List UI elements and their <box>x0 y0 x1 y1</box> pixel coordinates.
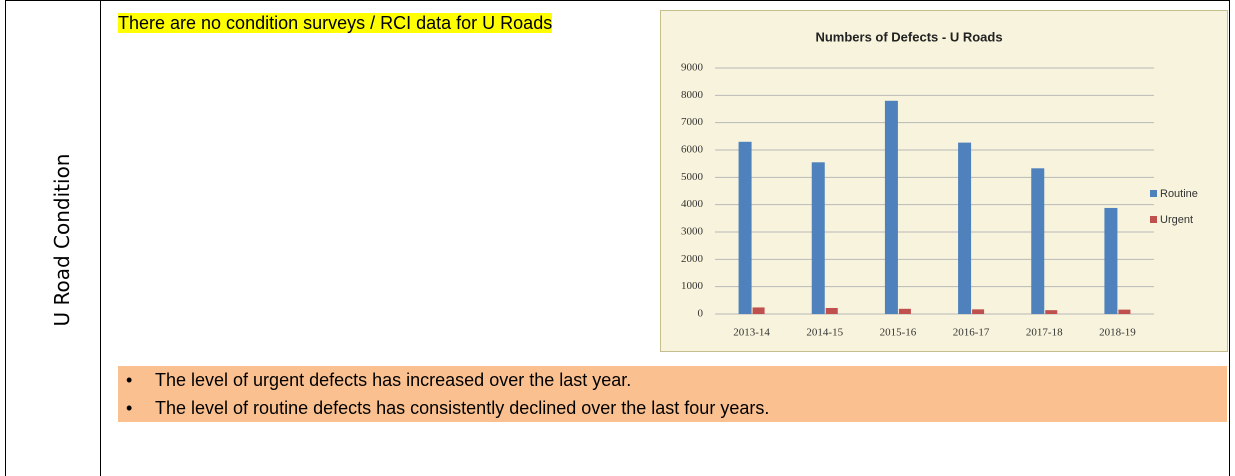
bar <box>811 162 825 314</box>
y-tick-label: 8000 <box>681 89 704 101</box>
note-box: There are no condition surveys / RCI dat… <box>118 12 658 35</box>
y-tick-label: 1000 <box>681 280 704 292</box>
chart-title: Numbers of Defects - U Roads <box>815 29 1002 44</box>
x-tick-label: 2017-18 <box>1026 327 1063 339</box>
legend-swatch <box>1150 190 1157 197</box>
x-tick-label: 2018-19 <box>1099 327 1136 339</box>
bar <box>1045 310 1058 314</box>
y-tick-label: 4000 <box>681 198 704 210</box>
bar <box>898 308 911 314</box>
x-tick-label: 2015-16 <box>880 327 917 339</box>
table-border <box>5 0 6 476</box>
chart-frame <box>660 10 1228 352</box>
bar <box>972 309 985 314</box>
bar <box>825 307 838 314</box>
y-tick-label: 5000 <box>681 171 704 183</box>
y-tick-label: 6000 <box>681 144 704 156</box>
y-tick-label: 3000 <box>681 226 704 238</box>
side-label: U Road Condition <box>50 153 74 327</box>
x-tick-label: 2014-15 <box>806 327 843 339</box>
table-border <box>1229 0 1230 476</box>
bar <box>1118 309 1131 314</box>
bar <box>1104 207 1118 314</box>
bar <box>884 100 898 314</box>
bar <box>958 142 972 314</box>
y-tick-label: 9000 <box>681 62 704 74</box>
legend-label: Routine <box>1160 188 1198 200</box>
x-tick-label: 2013-14 <box>733 327 770 339</box>
bar <box>752 307 765 314</box>
y-tick-label: 2000 <box>681 253 704 265</box>
table-border <box>100 0 101 476</box>
legend-label: Urgent <box>1160 214 1193 226</box>
bullet: The level of urgent defects has increase… <box>118 366 1227 394</box>
bar <box>1031 168 1045 314</box>
bar <box>738 141 752 314</box>
bullet: The level of routine defects has consist… <box>118 394 1227 422</box>
x-tick-label: 2016-17 <box>953 327 990 339</box>
legend-swatch <box>1150 216 1157 223</box>
y-tick-label: 0 <box>698 308 704 320</box>
table-border <box>5 0 1230 1</box>
note: There are no condition surveys / RCI dat… <box>118 13 553 33</box>
bullet-list: The level of urgent defects has increase… <box>118 366 1227 422</box>
chart: Numbers of Defects - U Roads 0 1000 2000 30… <box>660 10 1228 352</box>
y-tick-label: 7000 <box>681 116 704 128</box>
